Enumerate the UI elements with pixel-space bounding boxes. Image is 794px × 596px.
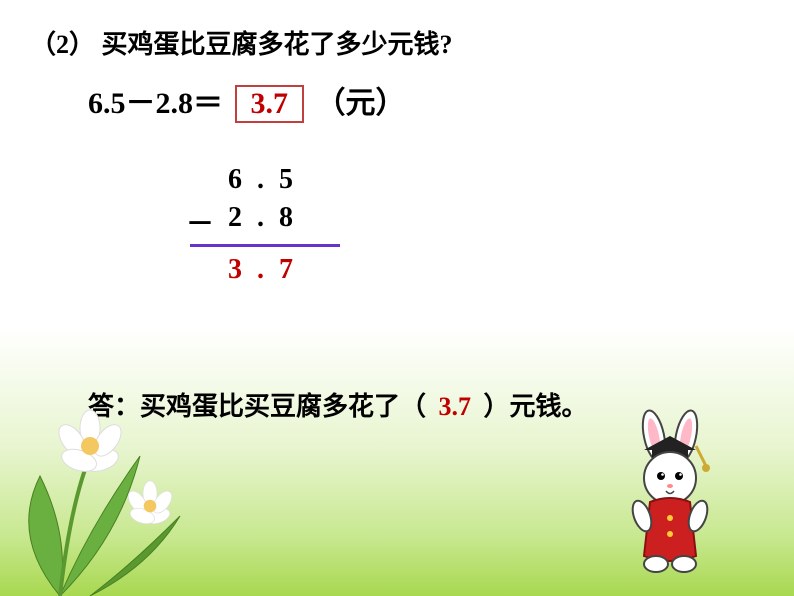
calc-bottom-row: 2 . 8	[228, 202, 297, 234]
question-text: （2） 买鸡蛋比豆腐多花了多少元钱?	[30, 24, 453, 61]
calc-minus: －	[186, 202, 218, 242]
equation-unit: （元）	[316, 87, 406, 120]
rabbit-icon	[614, 406, 734, 576]
equation: 6.5－2.8＝ 3.7 （元）	[88, 78, 406, 123]
final-suffix: ）元钱。	[484, 392, 588, 421]
final-value: 3.7	[439, 392, 472, 421]
calc-line	[190, 244, 340, 247]
equation-lhs: 6.5－2.8＝	[88, 87, 223, 120]
answer-box: 3.7	[235, 85, 305, 123]
calc-top-row: 6 . 5	[228, 164, 297, 196]
calc-result: 3 . 7	[228, 254, 297, 286]
boxed-answer: 3.7	[251, 87, 289, 120]
flower-icon	[0, 366, 230, 596]
